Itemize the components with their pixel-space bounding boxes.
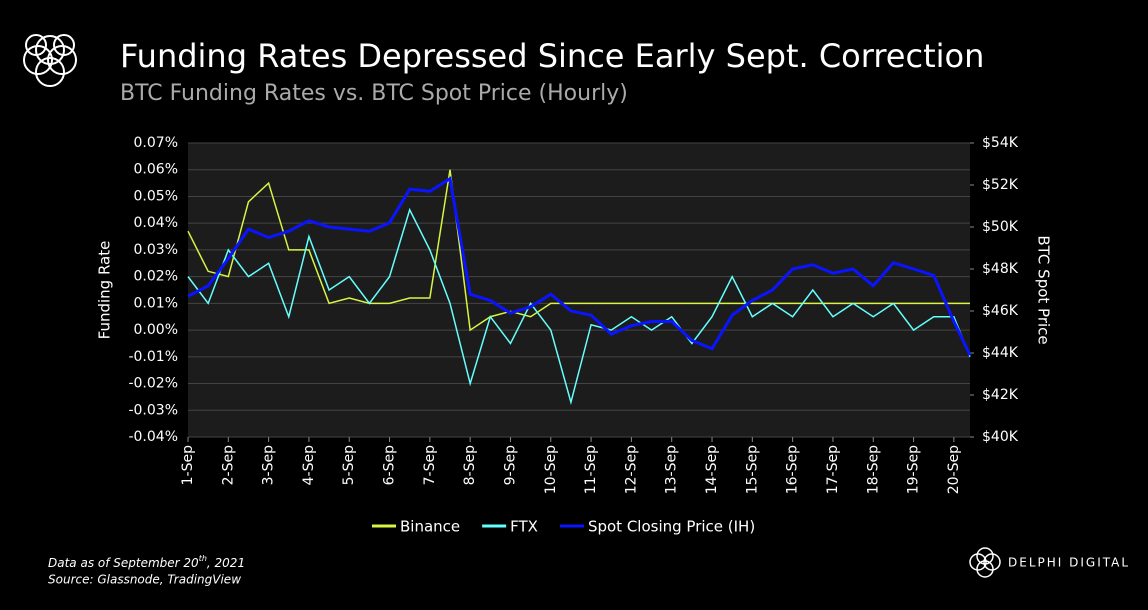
x-tick-label: 8-Sep (462, 445, 478, 485)
footnote-text: Data as of September 20 (48, 556, 199, 570)
x-tick-label: 7-Sep (422, 445, 438, 485)
x-tick-label: 17-Sep (825, 445, 841, 494)
x-tick-label: 18-Sep (865, 445, 881, 494)
y-tick-label: 0.03% (134, 242, 178, 258)
x-tick-label: 13-Sep (664, 445, 680, 494)
x-tick-label: 1-Sep (180, 445, 196, 485)
y2-tick-label: $54K (982, 135, 1019, 151)
x-tick-label: 6-Sep (382, 445, 398, 485)
brand: DELPHI DIGITAL (1008, 556, 1130, 570)
series-line (187, 169, 970, 332)
legend-label: Spot Closing Price (IH) (588, 518, 755, 536)
x-tick-label: 10-Sep (543, 445, 559, 494)
y-tick-label: 0.07% (134, 135, 178, 151)
legend-label: FTX (510, 518, 538, 536)
plot-area (188, 143, 970, 437)
y-tick-label: -0.01% (128, 349, 178, 365)
x-tick-label: 14-Sep (704, 445, 720, 494)
y2-tick-label: $44K (982, 345, 1019, 361)
y2-tick-label: $42K (982, 387, 1019, 403)
footnote-text: , 2021 (207, 556, 245, 570)
footnote-sup: th (199, 554, 207, 563)
series-line (187, 207, 971, 406)
y-tick-label: 0.01% (134, 295, 178, 311)
y-tick-label: 0.02% (134, 269, 178, 285)
x-tick-label: 15-Sep (744, 445, 760, 494)
footnote: Data as of September 20th, 2021 (48, 554, 245, 570)
y-tick-label: -0.02% (128, 376, 178, 392)
y-tick-label: 0.04% (134, 215, 178, 231)
x-tick-label: 9-Sep (502, 445, 518, 485)
x-tick-label: 16-Sep (785, 445, 801, 494)
x-tick-label: 19-Sep (906, 445, 922, 494)
chart-title: Funding Rates Depressed Since Early Sept… (120, 37, 984, 75)
y2-tick-label: $52K (982, 177, 1019, 193)
x-tick-label: 12-Sep (623, 445, 639, 494)
y-tick-label: 0.00% (134, 322, 178, 338)
x-tick-label: 2-Sep (220, 445, 236, 485)
x-tick-label: 11-Sep (583, 445, 599, 494)
y-tick-label: 0.06% (134, 162, 178, 178)
x-tick-label: 4-Sep (301, 445, 317, 485)
y-tick-label: 0.05% (134, 188, 178, 204)
y2-axis-label: BTC Spot Price (1035, 235, 1053, 344)
source: Source: Glassnode, TradingView (48, 573, 241, 587)
x-tick-label: 5-Sep (341, 445, 357, 485)
y2-tick-label: $40K (982, 429, 1019, 445)
y-axis-label: Funding Rate (96, 241, 114, 340)
y2-tick-label: $46K (982, 303, 1019, 319)
y2-tick-label: $50K (982, 219, 1019, 235)
series-line (187, 176, 972, 356)
chart-subtitle: BTC Funding Rates vs. BTC Spot Price (Ho… (120, 81, 628, 106)
x-tick-label: 20-Sep (946, 445, 962, 494)
y-tick-label: -0.04% (128, 429, 178, 445)
y2-tick-label: $48K (982, 261, 1019, 277)
y-tick-label: -0.03% (128, 402, 178, 418)
legend-label: Binance (400, 518, 460, 536)
brand-logo (969, 547, 1001, 578)
x-tick-label: 3-Sep (261, 445, 277, 485)
logo (23, 34, 77, 87)
